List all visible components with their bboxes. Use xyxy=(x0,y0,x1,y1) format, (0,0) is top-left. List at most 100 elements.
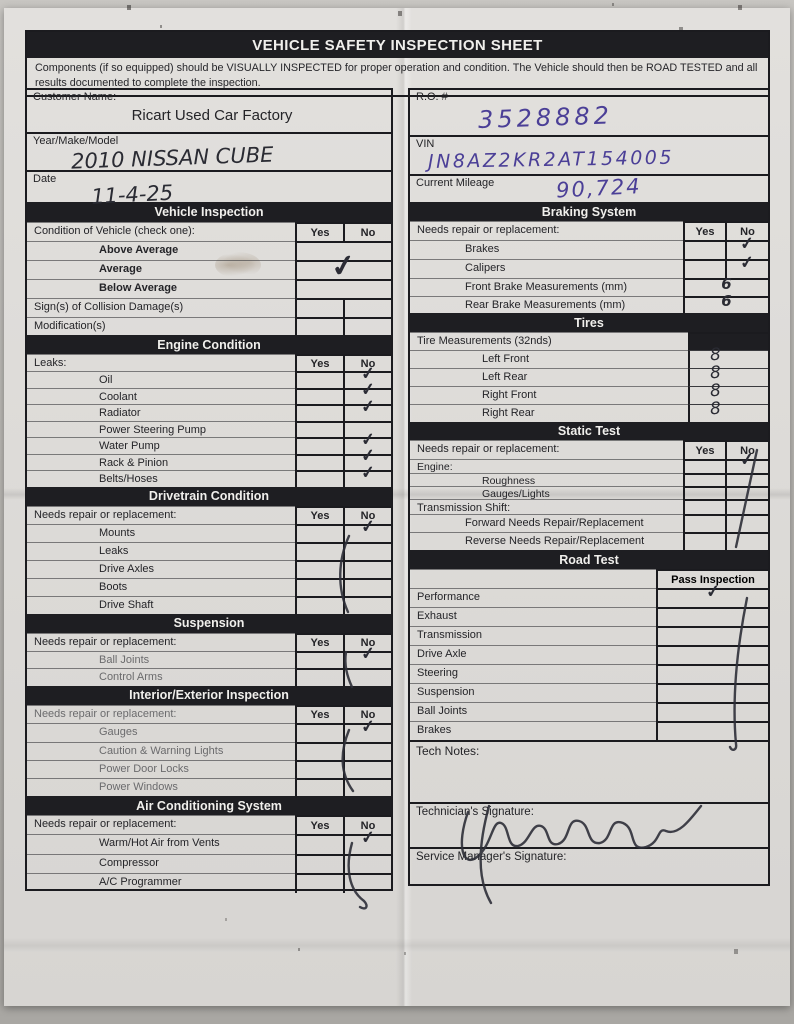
yes-cell xyxy=(295,559,343,578)
table-row: Drive Axles xyxy=(27,559,391,578)
group-label: Transmission Shift: xyxy=(410,498,683,515)
check-mark: ✓ xyxy=(739,233,756,254)
subheader-label: Condition of Vehicle (check one): xyxy=(27,222,295,241)
no-cell xyxy=(343,420,391,437)
no-cell: ✓ xyxy=(343,516,391,542)
year-make-model-value: 2010 NISSAN CUBE xyxy=(70,142,274,174)
section-title-road-test: Road Test xyxy=(410,550,768,569)
section-title-engine-condition: Engine Condition xyxy=(27,335,391,354)
subheader-label: Needs repair or replacement: xyxy=(27,632,295,651)
row-label: Above Average xyxy=(27,241,295,260)
table-row: Gauges ✓ xyxy=(27,716,391,742)
row-label: Calipers xyxy=(410,259,683,278)
row-label: Power Steering Pump xyxy=(27,420,295,438)
form-header: VEHICLE SAFETY INSPECTION SHEET Componen… xyxy=(25,30,770,98)
yes-cell xyxy=(295,371,343,388)
table-row: Ball Joints ✓ xyxy=(27,643,391,669)
table-row: Front Brake Measurements (mm) 6 xyxy=(410,275,768,296)
table-row: Left Front 8 xyxy=(410,344,768,368)
subheader-label: Needs repair or replacement: xyxy=(410,221,683,240)
no-cell xyxy=(343,759,391,778)
yes-cell xyxy=(683,459,725,473)
pass-cell xyxy=(656,702,768,721)
no-cell: ✓ xyxy=(343,380,391,404)
no-cell: ✓ xyxy=(343,446,391,470)
paper-stain xyxy=(215,252,261,278)
yes-cell xyxy=(295,523,343,542)
row-label: Gauges xyxy=(27,723,295,741)
table-row: Water Pump ✓ xyxy=(27,429,391,454)
row-label: Suspension xyxy=(410,683,656,702)
yes-header: Yes xyxy=(295,505,343,524)
pass-cell xyxy=(656,626,768,645)
yes-cell xyxy=(295,873,343,893)
table-header-row: Pass Inspection xyxy=(410,569,768,588)
table-row: Power Windows xyxy=(27,777,391,797)
table-row: Control Arms xyxy=(27,668,391,686)
yes-header: Yes xyxy=(295,815,343,835)
date-field: Date 11-4-25 xyxy=(27,170,391,209)
yes-cell xyxy=(295,741,343,760)
no-cell: ✓ xyxy=(343,462,391,487)
table-row: Power Door Locks xyxy=(27,759,391,778)
row-label: Caution & Warning Lights xyxy=(27,741,295,760)
table-row: Transmission xyxy=(410,626,768,645)
subheader-label: Needs repair or replacement: xyxy=(27,815,295,834)
row-label: Drive Axle xyxy=(410,645,656,664)
row-label: Rack & Pinion xyxy=(27,453,295,471)
no-cell xyxy=(343,777,391,797)
service-manager-signature-label: Service Manager's Signature: xyxy=(416,851,567,863)
yes-header: Yes xyxy=(683,221,725,240)
horizontal-fold-crease-bottom xyxy=(4,938,790,952)
table-row: Right Rear 8 xyxy=(410,398,768,422)
yes-header: Yes xyxy=(295,632,343,651)
yes-header: Yes xyxy=(295,354,343,371)
yes-cell xyxy=(295,387,343,404)
table-row: Mounts ✓ xyxy=(27,516,391,542)
subheader-label: Needs repair or replacement: xyxy=(410,440,683,459)
section-title-interior-exterior: Interior/Exterior Inspection xyxy=(27,685,391,705)
table-row: Sign(s) of Collision Damage(s) xyxy=(27,298,391,317)
check-mark: ✓ xyxy=(739,252,756,273)
row-label: Transmission xyxy=(410,626,656,645)
subheader-label: Needs repair or replacement: xyxy=(27,704,295,724)
table-row: Exhaust xyxy=(410,607,768,626)
table-row: Engine: ✓ xyxy=(410,450,768,473)
yes-cell xyxy=(683,485,725,499)
no-cell: ✓ xyxy=(343,396,391,421)
no-cell: ✓ xyxy=(725,233,768,259)
yes-cell xyxy=(683,472,725,486)
check-mark: ✓ xyxy=(704,581,722,602)
check-mark: ✓ xyxy=(359,396,377,417)
table-row: Modification(s) xyxy=(27,316,391,336)
yes-cell xyxy=(295,723,343,742)
pass-cell xyxy=(656,664,768,683)
group-label: Engine: xyxy=(410,459,683,473)
table-row: A/C Programmer xyxy=(27,873,391,893)
check-mark: ✓ xyxy=(359,643,377,664)
no-cell: ✓ xyxy=(343,828,391,854)
table-row: Forward Needs Repair/Replacement xyxy=(410,514,768,532)
table-row: Transmission Shift: xyxy=(410,498,768,515)
row-label: Below Average xyxy=(27,279,295,298)
table-row: Reverse Needs Repair/Replacement xyxy=(410,532,768,550)
subheader-label: Needs repair or replacement: xyxy=(27,505,295,524)
row-label: Right Rear xyxy=(410,404,688,422)
measurement-value: 6 xyxy=(721,292,732,311)
table-row: Brakes ✓ xyxy=(410,233,768,259)
no-cell xyxy=(343,559,391,578)
row-label: Modification(s) xyxy=(27,316,295,336)
row-label: Radiator xyxy=(27,404,295,421)
row-label: A/C Programmer xyxy=(27,873,295,893)
row-label: Ball Joints xyxy=(410,702,656,721)
no-cell xyxy=(343,577,391,596)
section-title-suspension: Suspension xyxy=(27,613,391,633)
yes-cell xyxy=(683,259,725,278)
table-row: Roughness xyxy=(410,472,768,486)
yes-cell xyxy=(295,316,343,335)
customer-name-field: Customer Name: Ricart Used Car Factory xyxy=(27,90,391,132)
pass-cell: ✓ xyxy=(656,581,768,607)
row-label: Exhaust xyxy=(410,607,656,626)
year-make-model-label: Year/Make/Model xyxy=(33,135,119,147)
